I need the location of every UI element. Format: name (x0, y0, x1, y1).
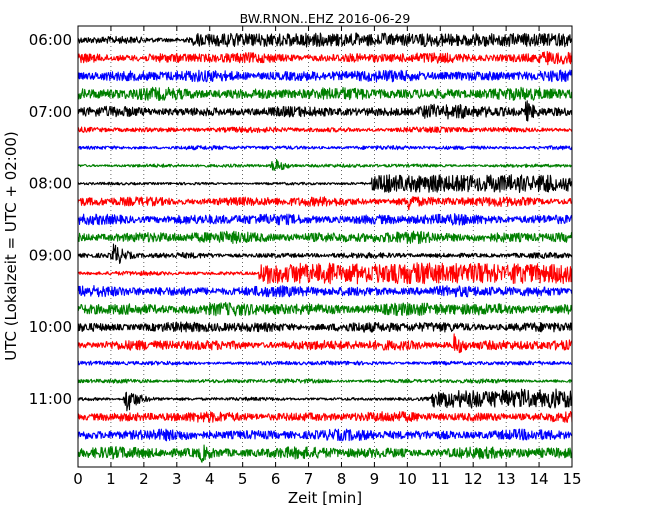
trace-1000 (78, 321, 572, 333)
x-axis-label: Zeit [min] (288, 489, 362, 507)
x-tick-label-1: 1 (106, 470, 116, 488)
trace-0845 (78, 230, 572, 245)
y-tick-label-11:00: 11:00 (29, 390, 72, 408)
plot-frame (77, 25, 573, 468)
x-tick-label-3: 3 (172, 470, 182, 488)
x-tick-label-5: 5 (238, 470, 248, 488)
trace-1145 (78, 444, 572, 463)
x-tick-label-13: 13 (497, 470, 516, 488)
trace-0730 (78, 145, 572, 151)
trace-0600 (78, 32, 572, 48)
x-tick-label-9: 9 (370, 470, 380, 488)
trace-0800 (78, 174, 572, 194)
x-axis: 0 1 2 3 4 5 6 7 8 9 10 11 12 13 14 15 (73, 26, 582, 488)
trace-0945 (78, 301, 572, 317)
y-axis-label: UTC (Lokalzeit = UTC + 02:00) (2, 131, 20, 361)
trace-0715 (78, 126, 572, 134)
x-tick-label-11: 11 (431, 470, 450, 488)
trace-1015 (78, 333, 572, 354)
trace-0745 (78, 159, 572, 171)
trace-1115 (78, 410, 572, 423)
x-tick-label-14: 14 (530, 470, 549, 488)
y-axis: 06:00 07:00 08:00 09:00 10:00 11:00 (29, 31, 572, 408)
x-tick-label-10: 10 (398, 470, 417, 488)
y-tick-label-09:00: 09:00 (29, 246, 72, 264)
x-tick-label-4: 4 (205, 470, 215, 488)
trace-1030 (78, 360, 572, 366)
x-tick-label-15: 15 (562, 470, 581, 488)
x-tick-label-12: 12 (464, 470, 483, 488)
y-tick-label-08:00: 08:00 (29, 175, 72, 193)
trace-0900 (78, 243, 572, 264)
x-tick-label-8: 8 (337, 470, 347, 488)
trace-0915 (78, 262, 572, 285)
x-tick-label-7: 7 (304, 470, 314, 488)
x-tick-label-0: 0 (73, 470, 83, 488)
trace-0645 (78, 86, 572, 102)
vertical-gridlines (110, 26, 540, 467)
y-tick-label-06:00: 06:00 (29, 31, 72, 49)
trace-0630 (78, 69, 572, 83)
y-tick-label-10:00: 10:00 (29, 318, 72, 336)
trace-1130 (78, 428, 572, 442)
seismic-traces (78, 32, 572, 463)
x-tick-label-2: 2 (139, 470, 149, 488)
trace-0815 (78, 195, 572, 211)
trace-0615 (78, 50, 572, 66)
trace-1100 (78, 388, 572, 412)
trace-0930 (78, 285, 572, 298)
trace-1045 (78, 378, 572, 384)
y-tick-label-07:00: 07:00 (29, 103, 72, 121)
x-tick-label-6: 6 (271, 470, 281, 488)
trace-0830 (78, 213, 572, 226)
trace-0700 (78, 100, 572, 122)
chart-title: BW.RNON..EHZ 2016-06-29 (240, 11, 411, 26)
